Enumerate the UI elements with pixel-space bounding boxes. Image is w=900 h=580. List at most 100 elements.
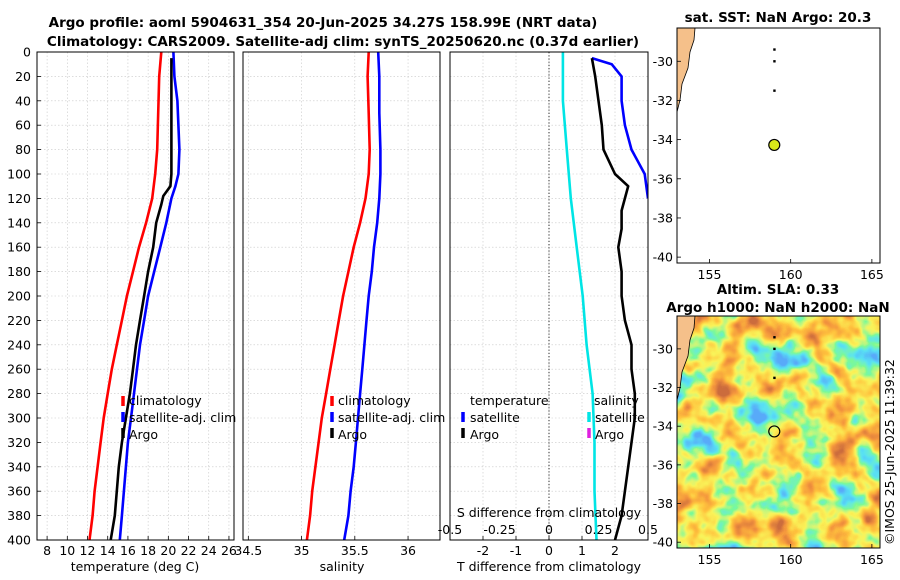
sla-map-panel: Altim. SLA: 0.33 Argo h1000: NaN h2000: … (653, 282, 890, 567)
sst-map-frame (676, 27, 881, 264)
salinity-grid (243, 52, 440, 540)
map-y-tick-label: -32 (653, 380, 673, 395)
y-tick-label: 120 (7, 191, 31, 206)
imos-timestamp-watermark: ©IMOS 25-Jun-2025 11:39:32 (882, 359, 897, 545)
temperature-grid (37, 52, 234, 540)
salinity-panel: 34.5 35 35.5 36 salinity climatology satell… (234, 51, 445, 574)
y-tick-label: 400 (7, 533, 31, 548)
sla-map-title-line-1: Altim. SLA: 0.33 (717, 282, 839, 298)
legend-salinity-title: salinity (594, 393, 639, 408)
map-x-tick-label: 160 (779, 267, 803, 282)
difference-grid (450, 52, 648, 540)
sla-coastline (677, 316, 696, 401)
series-climatology (88, 52, 163, 540)
legend-sat-label: satellite-adj. clim (129, 410, 236, 425)
t-diff-x-label: T difference from climatology (456, 559, 642, 574)
prior-profile-marker (773, 60, 776, 63)
salinity-axes-frame (242, 51, 441, 541)
x-tick-label: 20 (160, 543, 176, 558)
s-tick-label: -0.5 (438, 522, 462, 537)
s-tick-label: 0 (545, 522, 553, 537)
sst-map-title: sat. SST: NaN Argo: 20.3 (685, 10, 872, 26)
sla-map-ticks: 155 160 165 -30 -32 -34 -36 -38 -40 (653, 341, 884, 567)
map-y-tick-label: -30 (653, 341, 673, 356)
x-tick-label: 35 (294, 543, 310, 558)
y-tick-label: 140 (7, 215, 31, 230)
y-tick-label: 60 (15, 118, 31, 133)
legend-argo-label: Argo (129, 427, 158, 442)
map-y-tick-label: -34 (653, 419, 673, 434)
series-argo (109, 58, 173, 540)
x-tick-label: 14 (100, 543, 116, 558)
legend-s-sat-label: satellite (595, 410, 645, 425)
x-tick-label: 10 (59, 543, 75, 558)
figure-title-line-1: Argo profile: aoml 5904631_354 20-Jun-20… (49, 15, 598, 31)
y-tick-label: 220 (7, 313, 31, 328)
temperature-panel: 8 10 12 14 16 18 20 22 24 26 0 20 40 60 80 100 120 140 16… (7, 45, 237, 575)
x-tick-label: 24 (201, 543, 217, 558)
prior-profile-marker (773, 336, 776, 339)
depth-y-ticks: 0 20 40 60 80 100 120 140 160 180 200 220 240 260 280 3… (7, 45, 41, 548)
sst-map-ticks: 155 160 165 -30 -32 -34 -36 -38 -40 (653, 54, 884, 282)
y-tick-label: 240 (7, 337, 31, 352)
map-x-tick-label: 155 (698, 552, 722, 567)
legend-argo-label: Argo (338, 427, 367, 442)
difference-panel: -2 -1 0 1 2 -0.5 -0.25 0 0.25 0.5 S difference f… (438, 51, 658, 574)
x-tick-label: 12 (80, 543, 96, 558)
y-tick-label: 360 (7, 484, 31, 499)
s-diff-x-ticks: -0.5 -0.25 0 0.25 0.5 (438, 522, 658, 537)
prior-profile-marker (773, 347, 776, 351)
current-profile-marker (768, 138, 781, 152)
x-tick-label: 8 (43, 543, 51, 558)
series-climatology (305, 52, 372, 540)
s-tick-label: 0.25 (585, 522, 613, 537)
y-tick-label: 280 (7, 386, 31, 401)
x-tick-label: 22 (181, 543, 197, 558)
map-y-tick-label: -32 (653, 93, 673, 108)
sst-map-panel: sat. SST: NaN Argo: 20.3 155 160 165 -30 -32… (653, 10, 884, 282)
sla-map-title-line-2: Argo h1000: NaN h2000: NaN (666, 300, 889, 316)
salinity-x-ticks: 34.5 35 35.5 36 (234, 536, 416, 558)
map-y-tick-label: -30 (653, 54, 673, 69)
x-tick-label: 16 (120, 543, 136, 558)
temperature-x-ticks: 8 10 12 14 16 18 20 22 24 26 (43, 536, 237, 558)
x-tick-label: 34.5 (234, 543, 262, 558)
difference-lines (561, 52, 648, 540)
x-tick-label: -1 (510, 543, 522, 558)
x-tick-label: 26 (221, 543, 237, 558)
y-tick-label: 340 (7, 459, 31, 474)
map-y-tick-label: -36 (653, 457, 673, 472)
map-x-tick-label: 165 (860, 552, 884, 567)
s-tick-label: 0.5 (638, 522, 658, 537)
x-tick-label: 0 (545, 543, 553, 558)
y-tick-label: 80 (15, 142, 31, 157)
x-tick-label: 18 (140, 543, 156, 558)
y-tick-label: 380 (7, 508, 31, 523)
map-y-tick-label: -38 (653, 210, 673, 225)
sst-coastline (677, 28, 696, 113)
y-tick-label: 320 (7, 435, 31, 450)
legend-t-sat-label: satellite (470, 410, 520, 425)
difference-legend: temperature satellite Argo salinity sate… (461, 393, 645, 442)
s-diff-label: S difference from climatology (457, 505, 642, 520)
sst-map-marks (768, 48, 781, 152)
y-tick-label: 100 (7, 167, 31, 182)
legend-temperature-title: temperature (470, 393, 549, 408)
prior-profile-marker (773, 48, 776, 51)
map-y-tick-label: -40 (653, 535, 673, 550)
legend-sat-label: satellite-adj. clim (338, 410, 445, 425)
series-s-satellite (561, 52, 598, 540)
temperature-legend: climatology satellite-adj. clim Argo (121, 393, 236, 442)
map-y-tick-label: -34 (653, 132, 673, 147)
x-tick-label: 36 (400, 543, 416, 558)
x-tick-label: -2 (477, 543, 489, 558)
series-t-argo (590, 57, 637, 540)
sla-map-frame (676, 315, 881, 549)
sla-map-marks (768, 336, 781, 438)
temperature-lines (88, 52, 181, 540)
series-satellite-adj-clim (118, 52, 181, 540)
salinity-x-label: salinity (320, 559, 365, 574)
figure-title-line-2: Climatology: CARS2009. Satellite-adj cli… (47, 34, 639, 50)
map-y-tick-label: -38 (653, 496, 673, 511)
